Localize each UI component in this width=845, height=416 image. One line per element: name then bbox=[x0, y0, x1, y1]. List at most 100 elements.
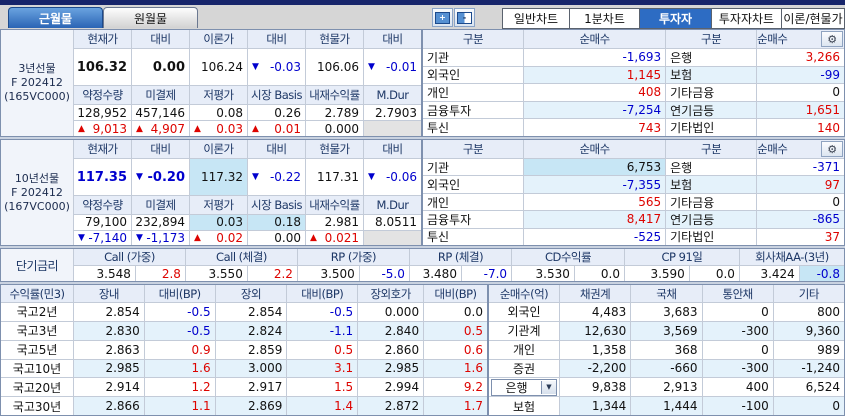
investor-dropdown[interactable]: 은행 ▼ bbox=[491, 378, 557, 396]
netbuy-cell: 743 bbox=[524, 119, 666, 136]
yield-cell: 0.9 bbox=[144, 340, 215, 359]
header-cell: 내재수익률 bbox=[306, 196, 363, 214]
tab-theory-spot[interactable]: 이론/현물가 bbox=[782, 8, 845, 29]
yield-cell: 3.000 bbox=[215, 359, 287, 378]
amount-cell: -300 bbox=[702, 321, 773, 340]
change-cell: ▲ 0.01 bbox=[248, 121, 305, 136]
netbuy-cell: 97 bbox=[757, 176, 844, 193]
rate-value-cell: 3.550 bbox=[185, 266, 247, 281]
amount-cell: -1,240 bbox=[773, 359, 844, 378]
down-arrow-icon: ▼ bbox=[368, 172, 375, 182]
yield-cell: 2.863 bbox=[74, 340, 144, 359]
price-cell: ▼ -0.06 bbox=[364, 159, 421, 195]
down-arrow-icon: ▼ bbox=[252, 62, 259, 72]
investor-grid: 구분 순매수 구분 순매수 ⚙ 기관 6,753 은행 -371 외국인 -7,355 보험 97 개인 5… bbox=[423, 140, 844, 245]
short-rates-strip: 단기금리 Call (가중) Call (체결) RP (가중) RP (체결) CD수익… bbox=[0, 248, 845, 282]
change-cell: ▼ -7,140 bbox=[74, 230, 131, 245]
price-cell: 106.06 bbox=[306, 49, 363, 85]
netbuy-grid: 순매수(억) 채권계 국채 통안채 기타 외국인 4,483 3,683 0 800 기관계 12,6… bbox=[489, 285, 844, 415]
price-cell: 117.35 bbox=[74, 159, 131, 195]
tab-near-month[interactable]: 근월물 bbox=[8, 7, 103, 28]
header-cell: 장외호가 bbox=[358, 285, 424, 302]
amount-cell: 0 bbox=[702, 303, 773, 321]
yield-corner-label: 수익률(민3) bbox=[1, 285, 73, 302]
stat-cell: 2.981 bbox=[306, 215, 363, 230]
investor-label: 기타법인 bbox=[666, 119, 757, 136]
rate-value-cell: 3.424 bbox=[739, 266, 799, 281]
investor-dropdown-value: 은행 bbox=[505, 380, 528, 395]
yield-cell: 0.0 bbox=[424, 303, 487, 321]
amount-cell: 3,569 bbox=[631, 321, 702, 340]
short-rates-grid: 단기금리 Call (가중) Call (체결) RP (가중) RP (체결) CD수익… bbox=[1, 249, 844, 281]
rate-group-header: CP 91일 bbox=[624, 249, 739, 265]
yield-cell: 2.854 bbox=[74, 303, 144, 321]
gear-icon: ⚙ bbox=[827, 32, 837, 46]
investor-label: 투신 bbox=[423, 119, 523, 136]
amount-cell: 0 bbox=[702, 340, 773, 359]
header-cell: 국채 bbox=[631, 285, 702, 302]
header-cell: 저평가 bbox=[190, 86, 247, 104]
settings-button[interactable]: ⚙ bbox=[820, 141, 843, 157]
futures-panel-10yr: 10년선물 F 202412 (167VC000) 현재가 대비 이론가 대비 현물가 대비 11… bbox=[0, 139, 422, 246]
header-cell: 채권계 bbox=[560, 285, 631, 302]
stat-cell: 8.0511 bbox=[364, 215, 421, 230]
netbuy-cell: 0 bbox=[757, 84, 844, 101]
header-cell: 구분 bbox=[666, 30, 757, 48]
yield-cell: 2.859 bbox=[215, 340, 287, 359]
amount-cell: -660 bbox=[631, 359, 702, 378]
tab-investor-chart[interactable]: 투자자차트 bbox=[712, 8, 782, 29]
yield-cell: 2.840 bbox=[358, 321, 424, 340]
investor-label: 외국인 bbox=[489, 303, 559, 321]
yield-cell: 1.2 bbox=[144, 378, 215, 397]
rate-change-cell: -7.0 bbox=[461, 266, 512, 281]
investor-label: 기타금융 bbox=[666, 84, 757, 101]
gear-icon: ⚙ bbox=[827, 142, 837, 156]
change-cell: ▼ -1,173 bbox=[132, 230, 189, 245]
yield-cell: 0.5 bbox=[287, 340, 358, 359]
split-window-button[interactable]: - bbox=[454, 8, 475, 27]
bond-label: 국고3년 bbox=[1, 321, 73, 340]
header-cell: 미결제 bbox=[132, 196, 189, 214]
netbuy-cell: -371 bbox=[757, 159, 844, 176]
futures-panel-3yr: 3년선물 F 202412 (165VC000) 현재가 대비 이론가 대비 현물가 대비 106… bbox=[0, 29, 422, 137]
investor-label: 투신 bbox=[423, 228, 523, 245]
rate-value-cell: 3.500 bbox=[297, 266, 359, 281]
netbuy-cell: -1,693 bbox=[524, 49, 666, 66]
netbuy-cell: 8,417 bbox=[524, 211, 666, 228]
amount-cell: -100 bbox=[702, 397, 773, 415]
investor-label: 금융투자 bbox=[423, 211, 523, 228]
netbuy-cell: 408 bbox=[524, 84, 666, 101]
yield-cell: -0.5 bbox=[144, 321, 215, 340]
stat-cell: 457,146 bbox=[132, 105, 189, 120]
up-arrow-icon: ▲ bbox=[136, 123, 143, 134]
header-cell: 구분 bbox=[423, 140, 523, 158]
merge-window-button[interactable]: + bbox=[432, 8, 453, 27]
settings-button[interactable]: ⚙ bbox=[820, 31, 843, 47]
header-cell: 대비(BP) bbox=[424, 285, 487, 302]
rate-group-header: Call (체결) bbox=[185, 249, 297, 265]
tab-1min-chart[interactable]: 1분차트 bbox=[570, 8, 640, 29]
header-cell: M.Dur bbox=[364, 86, 421, 104]
price-cell: 106.32 bbox=[74, 49, 131, 85]
yield-cell: 2.985 bbox=[358, 359, 424, 378]
yield-cell: 2.985 bbox=[74, 359, 144, 378]
netbuy-cell: 3,266 bbox=[757, 49, 844, 66]
change-cell: 0.000 bbox=[306, 121, 363, 136]
rate-value-cell: 3.530 bbox=[512, 266, 574, 281]
tab-investor[interactable]: 투자자 bbox=[640, 8, 712, 29]
tab-far-month[interactable]: 원월물 bbox=[103, 7, 198, 28]
rate-group-header: RP (가중) bbox=[297, 249, 409, 265]
tab-general-chart[interactable]: 일반차트 bbox=[502, 8, 570, 29]
dropdown-button[interactable]: ▼ bbox=[541, 380, 556, 394]
header-cell: 통안채 bbox=[702, 285, 773, 302]
investor-label: 보험 bbox=[489, 397, 559, 415]
yield-cell: 1.1 bbox=[144, 397, 215, 415]
header-cell: 시장 Basis bbox=[248, 196, 305, 214]
investor-label: 기관계 bbox=[489, 321, 559, 340]
price-cell: 117.31 bbox=[306, 159, 363, 195]
netbuy-cell: -525 bbox=[524, 228, 666, 245]
investor-table-3yr: 구분 순매수 구분 순매수 ⚙ 기관 -1,693 은행 3,266 외국인 1,145 보험 -99 개… bbox=[422, 29, 845, 137]
header-cell: 대비 bbox=[364, 30, 421, 48]
rate-change-cell: 0.0 bbox=[574, 266, 624, 281]
header-cell: 장외 bbox=[215, 285, 287, 302]
